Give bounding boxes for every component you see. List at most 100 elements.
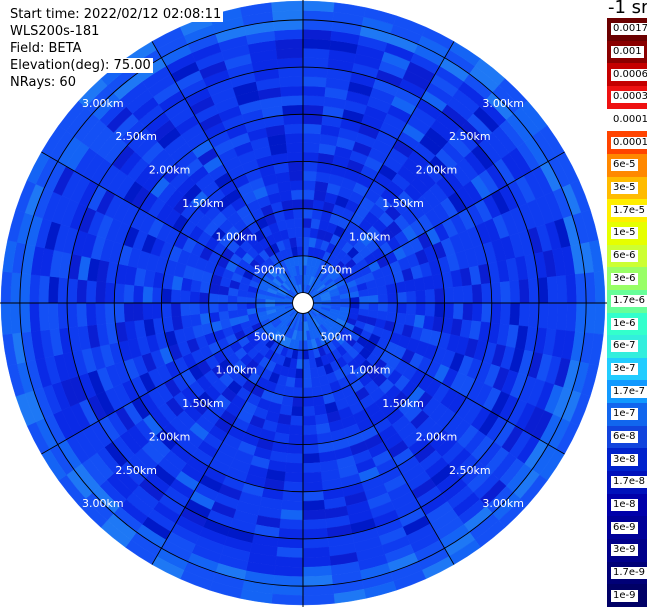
ppi-cell — [292, 387, 304, 398]
ppi-cell — [66, 278, 78, 304]
ppi-cell — [302, 189, 316, 200]
ppi-cell — [227, 294, 238, 304]
ppi-cell — [290, 406, 304, 417]
ppi-cell — [462, 285, 474, 304]
ppi-cell — [302, 434, 319, 445]
ppi-cell — [574, 302, 587, 333]
ppi-cell — [291, 198, 304, 210]
ppi-cell — [490, 302, 502, 324]
ppi-cell — [280, 509, 304, 521]
ppi-cell — [302, 443, 320, 455]
azimuth-spoke — [311, 151, 565, 299]
ppi-cell — [104, 282, 116, 304]
ppi-cell — [289, 180, 304, 191]
ppi-cell — [236, 302, 247, 311]
scan-info: Start time: 2022/02/12 02:08:11 WLS200s-… — [10, 6, 224, 91]
ring-label: 1.00km — [349, 364, 391, 377]
ppi-cell — [302, 406, 316, 417]
ppi-cell — [66, 302, 78, 328]
ppi-cell — [556, 302, 568, 331]
instrument: WLS200s-181 — [10, 24, 102, 39]
ppi-cell — [282, 104, 304, 116]
ppi-cell — [132, 285, 144, 304]
ppi-cell — [302, 132, 321, 144]
ppi-cell — [278, 66, 304, 78]
ppi-cell — [279, 76, 304, 88]
ppi-cell — [593, 271, 606, 304]
ppi-cell — [198, 302, 210, 315]
ppi-cell — [434, 302, 445, 319]
ppi-cell — [142, 286, 154, 304]
ring-label: 2.00km — [416, 164, 458, 177]
ppi-cell — [302, 452, 320, 464]
colorbar-label: 1e-5 — [611, 227, 638, 240]
colorbar-label: 0.00017 — [611, 113, 647, 126]
ppi-cell — [302, 170, 318, 182]
ppi-cell — [302, 349, 310, 360]
ppi-cell — [376, 285, 388, 296]
ppi-cell — [349, 296, 360, 304]
ppi-cell — [114, 283, 125, 304]
ppi-cell — [286, 443, 304, 455]
ppi-cell — [406, 302, 417, 316]
colorbar-label: 1.7e-5 — [611, 204, 647, 217]
ring-label: 1.00km — [215, 364, 257, 377]
ppi-cell — [284, 471, 304, 483]
ppi-cell — [293, 377, 304, 389]
colorbar-label: 3e-8 — [611, 453, 638, 466]
ring-label: 1.50km — [382, 197, 424, 210]
colorbar-label: 0.001 — [611, 45, 644, 58]
ppi-cell — [273, 19, 304, 32]
ppi-cell — [279, 518, 304, 530]
ppi-cell — [151, 302, 163, 320]
ppi-cell — [518, 302, 530, 327]
ppi-cell — [170, 302, 182, 318]
ppi-cell — [276, 546, 304, 559]
colorbar-label: 1e-9 — [611, 589, 638, 602]
azimuth-spoke — [41, 307, 295, 455]
ppi-cell — [114, 302, 125, 323]
ppi-cell — [302, 19, 333, 32]
nrays: NRays: 60 — [10, 75, 78, 90]
ppi-cell — [302, 76, 327, 88]
ppi-plot: 500m 1.00km 1.50km 2.00km 2.50km 3.00km 500m 1.… — [0, 0, 607, 607]
ppi-cell — [132, 302, 144, 321]
ring-label: 500m — [321, 330, 353, 343]
ppi-cell — [289, 415, 304, 426]
ppi-cell — [283, 114, 304, 125]
ppi-cell — [302, 509, 326, 521]
ppi-cell — [499, 281, 511, 304]
ppi-cell — [424, 302, 436, 318]
ppi-cell — [302, 556, 331, 568]
ppi-cell — [302, 481, 323, 492]
ppi-cell — [255, 302, 266, 309]
ppi-cell — [217, 302, 229, 313]
ppi-cell — [280, 85, 304, 97]
ppi-cell — [528, 302, 540, 328]
ring-label: 2.00km — [149, 164, 191, 177]
colorbar-label: 0.0017 — [611, 23, 647, 36]
ppi-cell — [283, 481, 304, 492]
ppi-cell — [19, 302, 32, 333]
ppi-cell — [452, 286, 464, 304]
ppi-cell — [574, 273, 587, 304]
ppi-cell — [302, 593, 335, 606]
azimuth-spoke — [41, 151, 295, 299]
ppi-cell — [29, 274, 41, 304]
ppi-cell — [565, 274, 577, 304]
ppi-cell — [273, 574, 304, 587]
ring-label: 3.00km — [82, 497, 124, 510]
ppi-cell — [286, 151, 304, 163]
colorbar-label: 3e-9 — [611, 544, 638, 557]
ppi-cell — [556, 275, 568, 304]
ppi-cell — [281, 95, 304, 107]
ppi-cell — [340, 297, 351, 304]
ppi-cell — [302, 123, 322, 135]
ppi-cell — [0, 302, 13, 335]
colorbar-label: 6e-6 — [611, 249, 638, 262]
ppi-cell — [302, 29, 332, 41]
ppi-cell — [291, 396, 304, 408]
ppi-cell — [471, 302, 483, 322]
ppi-cell — [377, 302, 389, 313]
ppi-cell — [302, 114, 323, 125]
